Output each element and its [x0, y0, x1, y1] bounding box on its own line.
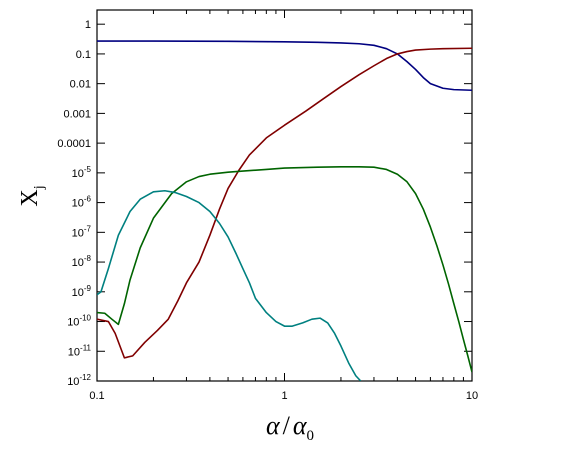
y-tick-label: 0.1: [76, 49, 91, 61]
x-axis-title-sub-base: α: [293, 411, 308, 440]
series-group: [97, 40, 472, 381]
series-line-4: [97, 189, 362, 381]
y-tick-label: 0.001: [63, 108, 91, 120]
y-tick-label: 10-11: [68, 343, 92, 358]
y-tick-label-base: 10: [67, 376, 79, 388]
y-tick-label: 10-10: [67, 314, 91, 329]
x-tick-label: 1: [281, 390, 287, 402]
y-tick-label-exponent: -9: [84, 284, 92, 293]
x-axis-title-slash: /: [283, 411, 291, 440]
y-tick-label: 0.0001: [57, 138, 91, 150]
y-tick-label-base: 10: [72, 198, 84, 210]
y-tick-label-exponent: -7: [84, 224, 92, 233]
series-line-2: [97, 47, 472, 359]
y-tick-label: 10-9: [72, 284, 92, 299]
y-tick-label-exponent: -10: [79, 314, 91, 323]
y-tick-label-exponent: -11: [80, 343, 92, 352]
y-tick-label: 10-8: [72, 254, 92, 269]
x-tick-label: 10: [466, 390, 478, 402]
series-line-1: [97, 40, 472, 92]
y-tick-label: 10-12: [67, 373, 91, 388]
y-tick-label-exponent: -12: [79, 373, 91, 382]
y-tick-label: 10-7: [72, 224, 92, 239]
y-axis-title-main: X: [17, 189, 43, 206]
x-axis-title-subscript: 0: [307, 428, 315, 444]
ticks: [96, 10, 473, 382]
series-line-3: [97, 165, 472, 373]
y-axis-title: Xj: [17, 185, 47, 206]
x-axis-title-main: α: [266, 411, 281, 440]
y-axis-title-subscript: j: [32, 185, 47, 190]
y-tick-label-base: 10: [67, 317, 79, 329]
y-tick-label-base: 10: [72, 257, 84, 269]
y-tick-label: 1: [85, 19, 91, 31]
y-tick-label: 10-5: [72, 165, 92, 180]
y-tick-label-base: 10: [72, 227, 84, 239]
y-tick-label: 0.01: [70, 79, 91, 91]
y-tick-label: 10-6: [72, 195, 92, 210]
y-tick-label-base: 10: [68, 346, 80, 358]
y-tick-label-exponent: -8: [84, 254, 92, 263]
y-tick-label-exponent: -6: [84, 195, 92, 204]
y-tick-label-exponent: -5: [84, 165, 92, 174]
tick-labels: 0.1 1 1010.10.010.0010.000110-510-610-710-…: [57, 19, 478, 402]
y-tick-label-base: 10: [72, 287, 84, 299]
y-tick-label-base: 10: [72, 168, 84, 180]
x-tick-label: 0.1: [89, 390, 104, 402]
x-axis-title: α / α0: [266, 411, 314, 444]
